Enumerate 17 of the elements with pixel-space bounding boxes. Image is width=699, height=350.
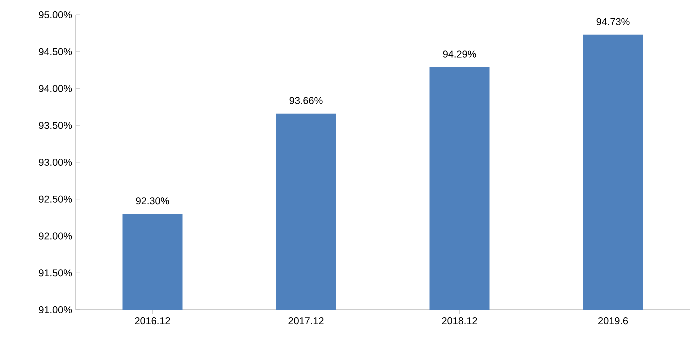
y-tick-label: 94.50%: [39, 48, 72, 56]
y-tick-label: 94.00%: [39, 85, 72, 92]
data-label: 94.29%: [443, 50, 476, 58]
x-tick-label: 2018.12: [442, 318, 478, 325]
y-tick-label: 91.00%: [39, 306, 72, 314]
data-label: 94.73%: [596, 18, 630, 26]
x-tick-label: 2019.6: [598, 318, 628, 325]
x-tick-label: 2016.12: [135, 318, 170, 325]
y-tick-label: 93.50%: [39, 122, 72, 130]
y-tick-label: 92.00%: [39, 232, 72, 240]
data-label: 92.30%: [136, 198, 170, 205]
x-tick-label: 2017.12: [288, 318, 324, 325]
data-label: 93.66%: [290, 97, 323, 104]
y-tick-label: 95.00%: [39, 11, 72, 19]
y-tick-label: 92.50%: [39, 196, 72, 203]
y-tick-label: 91.50%: [39, 270, 72, 277]
y-tick-label: 93.00%: [39, 158, 72, 166]
